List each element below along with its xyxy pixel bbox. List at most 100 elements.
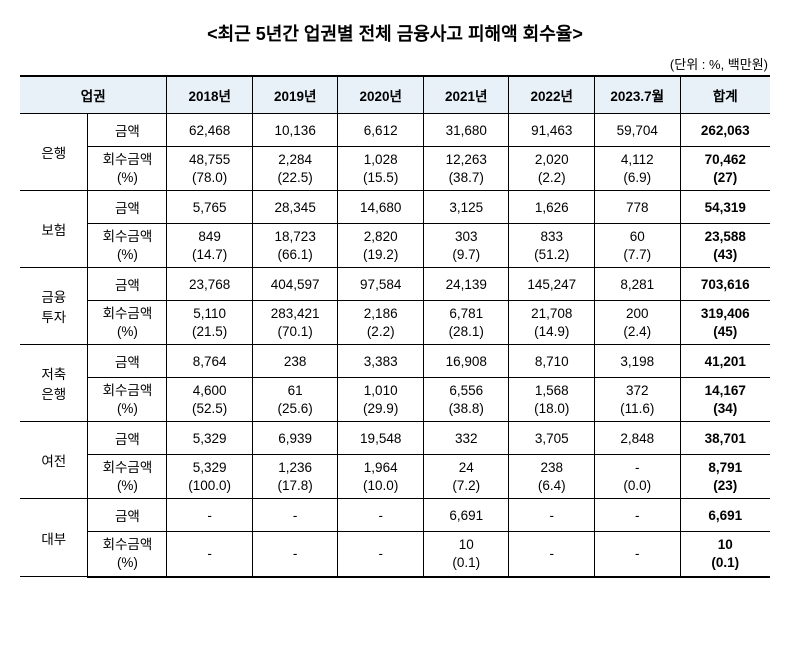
cell-value: 5,329(100.0) — [167, 455, 253, 499]
col-total: 합계 — [680, 76, 770, 114]
cell-value: 2,186(2.2) — [338, 301, 424, 345]
cell-value: 24,139 — [423, 268, 509, 301]
cell-value: 18,723(66.1) — [252, 224, 338, 268]
table-row: 은행금액62,46810,1366,61231,68091,46359,7042… — [20, 114, 770, 147]
metric-recovery: 회수금액(%) — [88, 378, 167, 422]
cell-total: 14,167(34) — [680, 378, 770, 422]
cell-value: 1,236(17.8) — [252, 455, 338, 499]
cell-value: 1,568(18.0) — [509, 378, 595, 422]
metric-recovery: 회수금액(%) — [88, 532, 167, 577]
cell-total: 319,406(45) — [680, 301, 770, 345]
metric-amount: 금액 — [88, 422, 167, 455]
cell-value: 19,548 — [338, 422, 424, 455]
cell-value: 5,765 — [167, 191, 253, 224]
cell-total: 38,701 — [680, 422, 770, 455]
cell-total: 10(0.1) — [680, 532, 770, 577]
cell-value: 2,020(2.2) — [509, 147, 595, 191]
cell-value: - — [338, 499, 424, 532]
cell-value: 14,680 — [338, 191, 424, 224]
cell-value: 5,110(21.5) — [167, 301, 253, 345]
col-2022: 2022년 — [509, 76, 595, 114]
sector-name: 여전 — [20, 422, 88, 499]
data-table: 업권 2018년 2019년 2020년 2021년 2022년 2023.7월… — [20, 75, 770, 578]
cell-value: - — [594, 532, 680, 577]
cell-value: 4,600(52.5) — [167, 378, 253, 422]
metric-recovery: 회수금액(%) — [88, 455, 167, 499]
metric-amount: 금액 — [88, 114, 167, 147]
cell-total: 70,462(27) — [680, 147, 770, 191]
table-row: 회수금액(%)5,110(21.5)283,421(70.1)2,186(2.2… — [20, 301, 770, 345]
cell-value: 24(7.2) — [423, 455, 509, 499]
cell-value: 48,755(78.0) — [167, 147, 253, 191]
cell-value: 3,705 — [509, 422, 595, 455]
unit-label: (단위 : %, 백만원) — [20, 54, 770, 73]
cell-value: 283,421(70.1) — [252, 301, 338, 345]
cell-value: - — [252, 532, 338, 577]
cell-value: 8,764 — [167, 345, 253, 378]
cell-value: 60(7.7) — [594, 224, 680, 268]
cell-value: 5,329 — [167, 422, 253, 455]
sector-name: 보험 — [20, 191, 88, 268]
table-row: 회수금액(%)4,600(52.5)61(25.6)1,010(29.9)6,5… — [20, 378, 770, 422]
cell-value: 1,028(15.5) — [338, 147, 424, 191]
col-2021: 2021년 — [423, 76, 509, 114]
table-row: 대부금액---6,691--6,691 — [20, 499, 770, 532]
cell-total: 41,201 — [680, 345, 770, 378]
cell-value: 332 — [423, 422, 509, 455]
cell-value: 404,597 — [252, 268, 338, 301]
cell-value: 6,612 — [338, 114, 424, 147]
metric-amount: 금액 — [88, 499, 167, 532]
cell-total: 23,588(43) — [680, 224, 770, 268]
table-row: 회수금액(%)---10(0.1)--10(0.1) — [20, 532, 770, 577]
cell-value: 3,383 — [338, 345, 424, 378]
table-row: 회수금액(%)48,755(78.0)2,284(22.5)1,028(15.5… — [20, 147, 770, 191]
cell-value: 833(51.2) — [509, 224, 595, 268]
table-row: 금융투자금액23,768404,59797,58424,139145,2478,… — [20, 268, 770, 301]
cell-value: 4,112(6.9) — [594, 147, 680, 191]
cell-value: 200(2.4) — [594, 301, 680, 345]
cell-value: 778 — [594, 191, 680, 224]
cell-total: 6,691 — [680, 499, 770, 532]
sector-name: 금융투자 — [20, 268, 88, 345]
cell-value: 1,626 — [509, 191, 595, 224]
col-2020: 2020년 — [338, 76, 424, 114]
cell-value: 21,708(14.9) — [509, 301, 595, 345]
col-2023: 2023.7월 — [594, 76, 680, 114]
cell-value: 91,463 — [509, 114, 595, 147]
cell-value: 8,281 — [594, 268, 680, 301]
cell-value: 6,939 — [252, 422, 338, 455]
cell-value: 10,136 — [252, 114, 338, 147]
cell-value: 238 — [252, 345, 338, 378]
cell-value: 1,010(29.9) — [338, 378, 424, 422]
cell-value: 61(25.6) — [252, 378, 338, 422]
table-row: 회수금액(%)5,329(100.0)1,236(17.8)1,964(10.0… — [20, 455, 770, 499]
cell-total: 54,319 — [680, 191, 770, 224]
metric-amount: 금액 — [88, 345, 167, 378]
sector-name: 저축은행 — [20, 345, 88, 422]
cell-value: 6,781(28.1) — [423, 301, 509, 345]
cell-value: 10(0.1) — [423, 532, 509, 577]
cell-value: - — [252, 499, 338, 532]
cell-value: 145,247 — [509, 268, 595, 301]
cell-value: 31,680 — [423, 114, 509, 147]
cell-value: 12,263(38.7) — [423, 147, 509, 191]
cell-value: 372(11.6) — [594, 378, 680, 422]
table-row: 회수금액(%)849(14.7)18,723(66.1)2,820(19.2)3… — [20, 224, 770, 268]
cell-value: - — [509, 499, 595, 532]
table-title: <최근 5년간 업권별 전체 금융사고 피해액 회수율> — [20, 20, 770, 46]
metric-amount: 금액 — [88, 268, 167, 301]
cell-value: 23,768 — [167, 268, 253, 301]
table-row: 여전금액5,3296,93919,5483323,7052,84838,701 — [20, 422, 770, 455]
cell-value: 3,125 — [423, 191, 509, 224]
cell-value: 2,820(19.2) — [338, 224, 424, 268]
col-2018: 2018년 — [167, 76, 253, 114]
metric-recovery: 회수금액(%) — [88, 147, 167, 191]
sector-name: 은행 — [20, 114, 88, 191]
header-row: 업권 2018년 2019년 2020년 2021년 2022년 2023.7월… — [20, 76, 770, 114]
cell-total: 703,616 — [680, 268, 770, 301]
cell-total: 262,063 — [680, 114, 770, 147]
cell-value: 6,556(38.8) — [423, 378, 509, 422]
cell-value: - — [167, 499, 253, 532]
cell-value: 238(6.4) — [509, 455, 595, 499]
cell-value: 849(14.7) — [167, 224, 253, 268]
